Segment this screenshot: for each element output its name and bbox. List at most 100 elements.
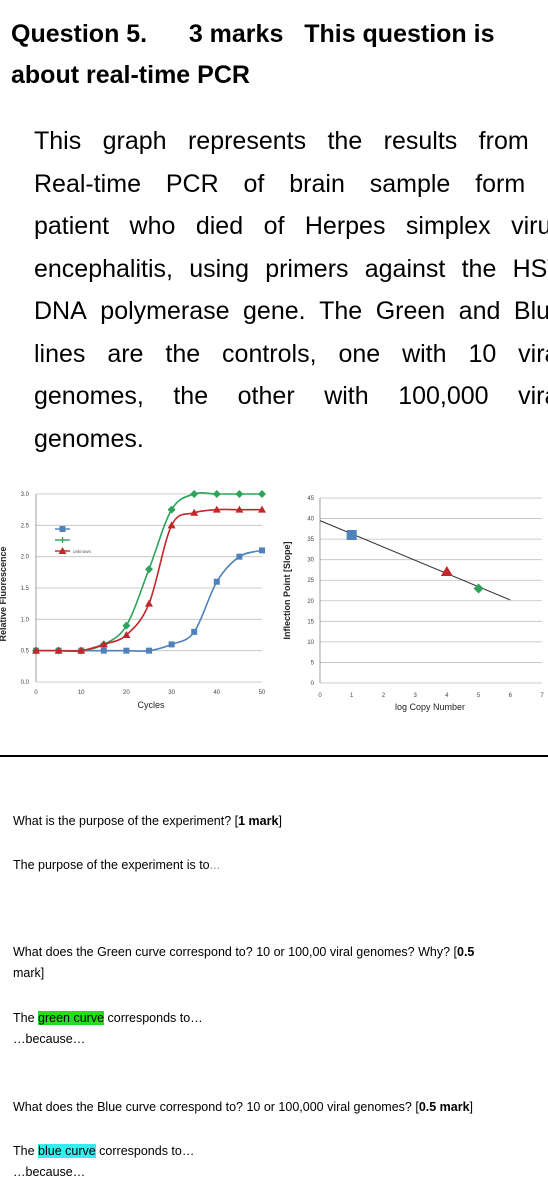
intro-word: 10 xyxy=(468,339,497,368)
series-point xyxy=(190,508,199,516)
x-tick-label: 5 xyxy=(477,693,481,699)
y-tick-label: 2.5 xyxy=(21,523,30,529)
intro-word: encephalitis, xyxy=(34,254,173,283)
question-topic: about real-time PCR xyxy=(11,61,250,89)
series-line xyxy=(35,508,262,652)
intro-word: represents xyxy=(187,127,307,155)
series-point xyxy=(100,647,107,654)
intro-line: encephalitis, using primers against the HSV xyxy=(34,248,548,291)
series-point xyxy=(190,490,199,498)
intro-word: results xyxy=(383,127,458,155)
intro-word: lines xyxy=(34,339,86,368)
y-tick-label: 40 xyxy=(307,517,314,523)
question-2-text: What does the Green curve correspond to?… xyxy=(13,945,457,959)
y-tick-label: 10 xyxy=(307,640,314,646)
series-point xyxy=(259,547,265,554)
x-tick-label: 30 xyxy=(168,690,175,696)
series-point xyxy=(191,628,198,635)
intro-word: who xyxy=(129,212,176,240)
intro-word: virus xyxy=(511,212,548,240)
question-1-mark: 1 mark xyxy=(238,814,279,828)
answer-1-dots: ... xyxy=(209,858,221,872)
legend-marker xyxy=(59,526,66,532)
answer-2-because: …because… xyxy=(13,1032,86,1046)
intro-word: form xyxy=(475,169,526,198)
intro-word: viral xyxy=(518,339,548,368)
intro-line: Real-timePCRofbrainsampleforma xyxy=(34,163,548,206)
intro-word: 100,000 xyxy=(398,382,489,410)
intro-line: Thisgraphrepresentstheresultsfroma xyxy=(34,120,548,163)
intro-word: genomes, xyxy=(34,382,144,410)
intro-line-last: genomes. xyxy=(34,424,144,453)
intro-word: Green xyxy=(375,297,446,325)
x-axis-label: Cycles xyxy=(137,700,165,710)
question-3: What does the Blue curve correspond to? … xyxy=(13,1097,538,1118)
green-curve-highlight: green curve xyxy=(38,1011,105,1025)
series-point xyxy=(213,578,220,585)
intro-word: the xyxy=(165,339,201,368)
intro-word: viral xyxy=(518,382,548,410)
series-point xyxy=(235,505,244,513)
series-point xyxy=(167,521,176,529)
intro-word: HSV xyxy=(512,254,548,283)
x-tick-label: 7 xyxy=(540,693,544,699)
question-lead: This question is xyxy=(304,20,495,48)
intro-word: controls, xyxy=(222,339,317,368)
answer-3-because: …because… xyxy=(13,1165,86,1179)
x-tick-label: 10 xyxy=(78,690,85,696)
data-point xyxy=(473,583,484,594)
intro-word: This xyxy=(34,127,82,155)
answer-3-post: corresponds to… xyxy=(95,1144,195,1158)
x-tick-label: 1 xyxy=(350,693,354,699)
x-tick-label: 3 xyxy=(413,693,417,699)
answer-3[interactable]: The blue curve corresponds to… …because… xyxy=(13,1141,538,1183)
y-tick-label: 25 xyxy=(307,578,314,584)
legend-label: unknown xyxy=(73,549,92,554)
series-point xyxy=(236,553,243,560)
y-tick-label: 35 xyxy=(307,537,314,543)
legend-marker xyxy=(58,547,67,554)
question-1-text: What is the purpose of the experiment? [ xyxy=(13,814,239,828)
intro-line: DNA polymerase gene. The Green and Blue xyxy=(34,290,548,333)
blue-curve-highlight: blue curve xyxy=(38,1144,96,1158)
intro-word: primers xyxy=(265,254,349,283)
x-tick-label: 20 xyxy=(123,690,130,696)
x-tick-label: 50 xyxy=(259,690,266,696)
y-tick-label: 0.0 xyxy=(21,680,30,686)
answer-3-pre: The xyxy=(13,1144,39,1158)
intro-word: with xyxy=(324,382,369,410)
x-tick-label: 40 xyxy=(213,690,220,696)
series-point xyxy=(77,646,86,654)
intro-word: simplex xyxy=(405,212,491,240)
y-tick-label: 0.5 xyxy=(21,649,30,655)
series-point xyxy=(212,505,221,513)
y-tick-label: 3.0 xyxy=(21,492,30,498)
series-point xyxy=(54,646,63,654)
x-tick-label: 6 xyxy=(509,693,513,699)
series-point xyxy=(168,641,175,648)
answer-2-post: corresponds to… xyxy=(104,1011,203,1025)
series-point xyxy=(32,646,40,654)
question-2-mark: 0.5 xyxy=(457,945,475,959)
question-2-mark-word: mark xyxy=(13,966,41,980)
answer-2[interactable]: The green curve corresponds to… …because… xyxy=(13,1008,538,1050)
intro-word: PCR xyxy=(165,169,219,198)
intro-word: the xyxy=(173,382,209,410)
intro-word: of xyxy=(243,169,265,198)
intro-paragraph: Thisgraphrepresentstheresultsfroma Real-… xyxy=(34,120,548,460)
answer-1[interactable]: The purpose of the experiment is to... xyxy=(13,855,538,876)
y-tick-label: 2.0 xyxy=(21,555,30,561)
intro-line: genomes, the other with 100,000 viral xyxy=(34,375,548,418)
question-3-close: ] xyxy=(469,1100,474,1114)
intro-word: of xyxy=(263,212,285,240)
y-tick-label: 1.0 xyxy=(21,617,30,623)
y-tick-label: 15 xyxy=(307,619,314,625)
series-point xyxy=(258,490,266,498)
intro-word: brain xyxy=(289,169,345,198)
section-divider xyxy=(0,755,548,757)
question-1-close: ] xyxy=(278,814,282,828)
y-axis-label: Inflection Point [Slope] xyxy=(282,542,292,640)
intro-word: gene. xyxy=(243,297,306,325)
